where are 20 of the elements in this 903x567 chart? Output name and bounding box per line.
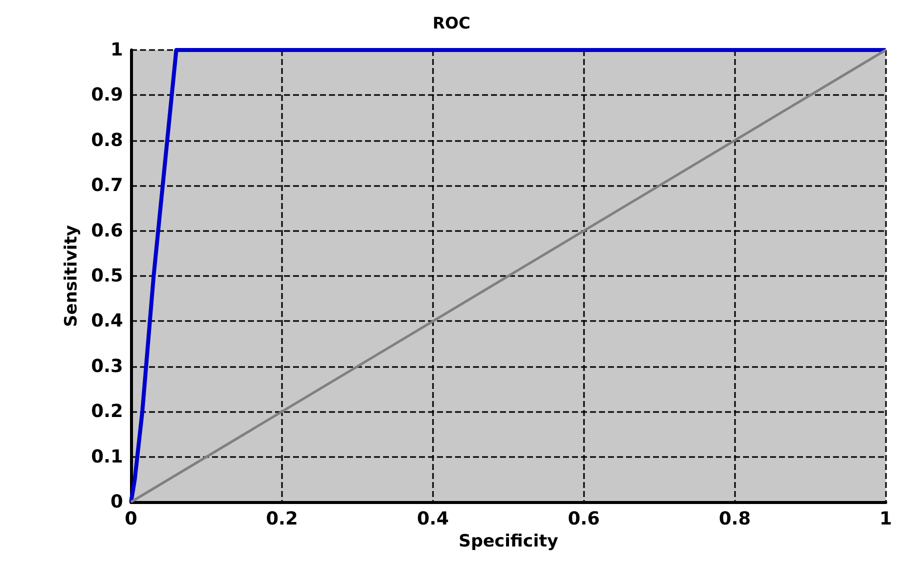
y-tick-label: 1 [110, 40, 123, 60]
x-axis-title: Specificity [458, 531, 558, 552]
y-tick-label: 0.5 [91, 266, 123, 286]
x-tick-label: 0.6 [568, 508, 600, 530]
y-tick-label: 0.7 [91, 175, 123, 196]
x-tick-label: 0.8 [718, 508, 751, 530]
chart-title: ROC [432, 14, 470, 32]
y-tick-label: 0.2 [91, 401, 123, 422]
y-tick-label: 0.3 [91, 356, 123, 377]
y-tick-label: 0.6 [91, 220, 123, 242]
y-tick-label: 0.9 [91, 84, 123, 106]
y-tick-label: 0.4 [91, 310, 123, 332]
x-tick-label: 0 [124, 508, 138, 530]
y-tick-label: 0.8 [91, 130, 123, 151]
x-tick-label: 1 [879, 508, 892, 530]
y-tick-label: 0.1 [91, 446, 123, 468]
y-axis-title: Sensitivity [62, 225, 82, 327]
x-tick-label: 0.2 [266, 508, 298, 530]
x-tick-label: 0.4 [416, 508, 449, 530]
y-tick-label: 0 [110, 492, 123, 512]
